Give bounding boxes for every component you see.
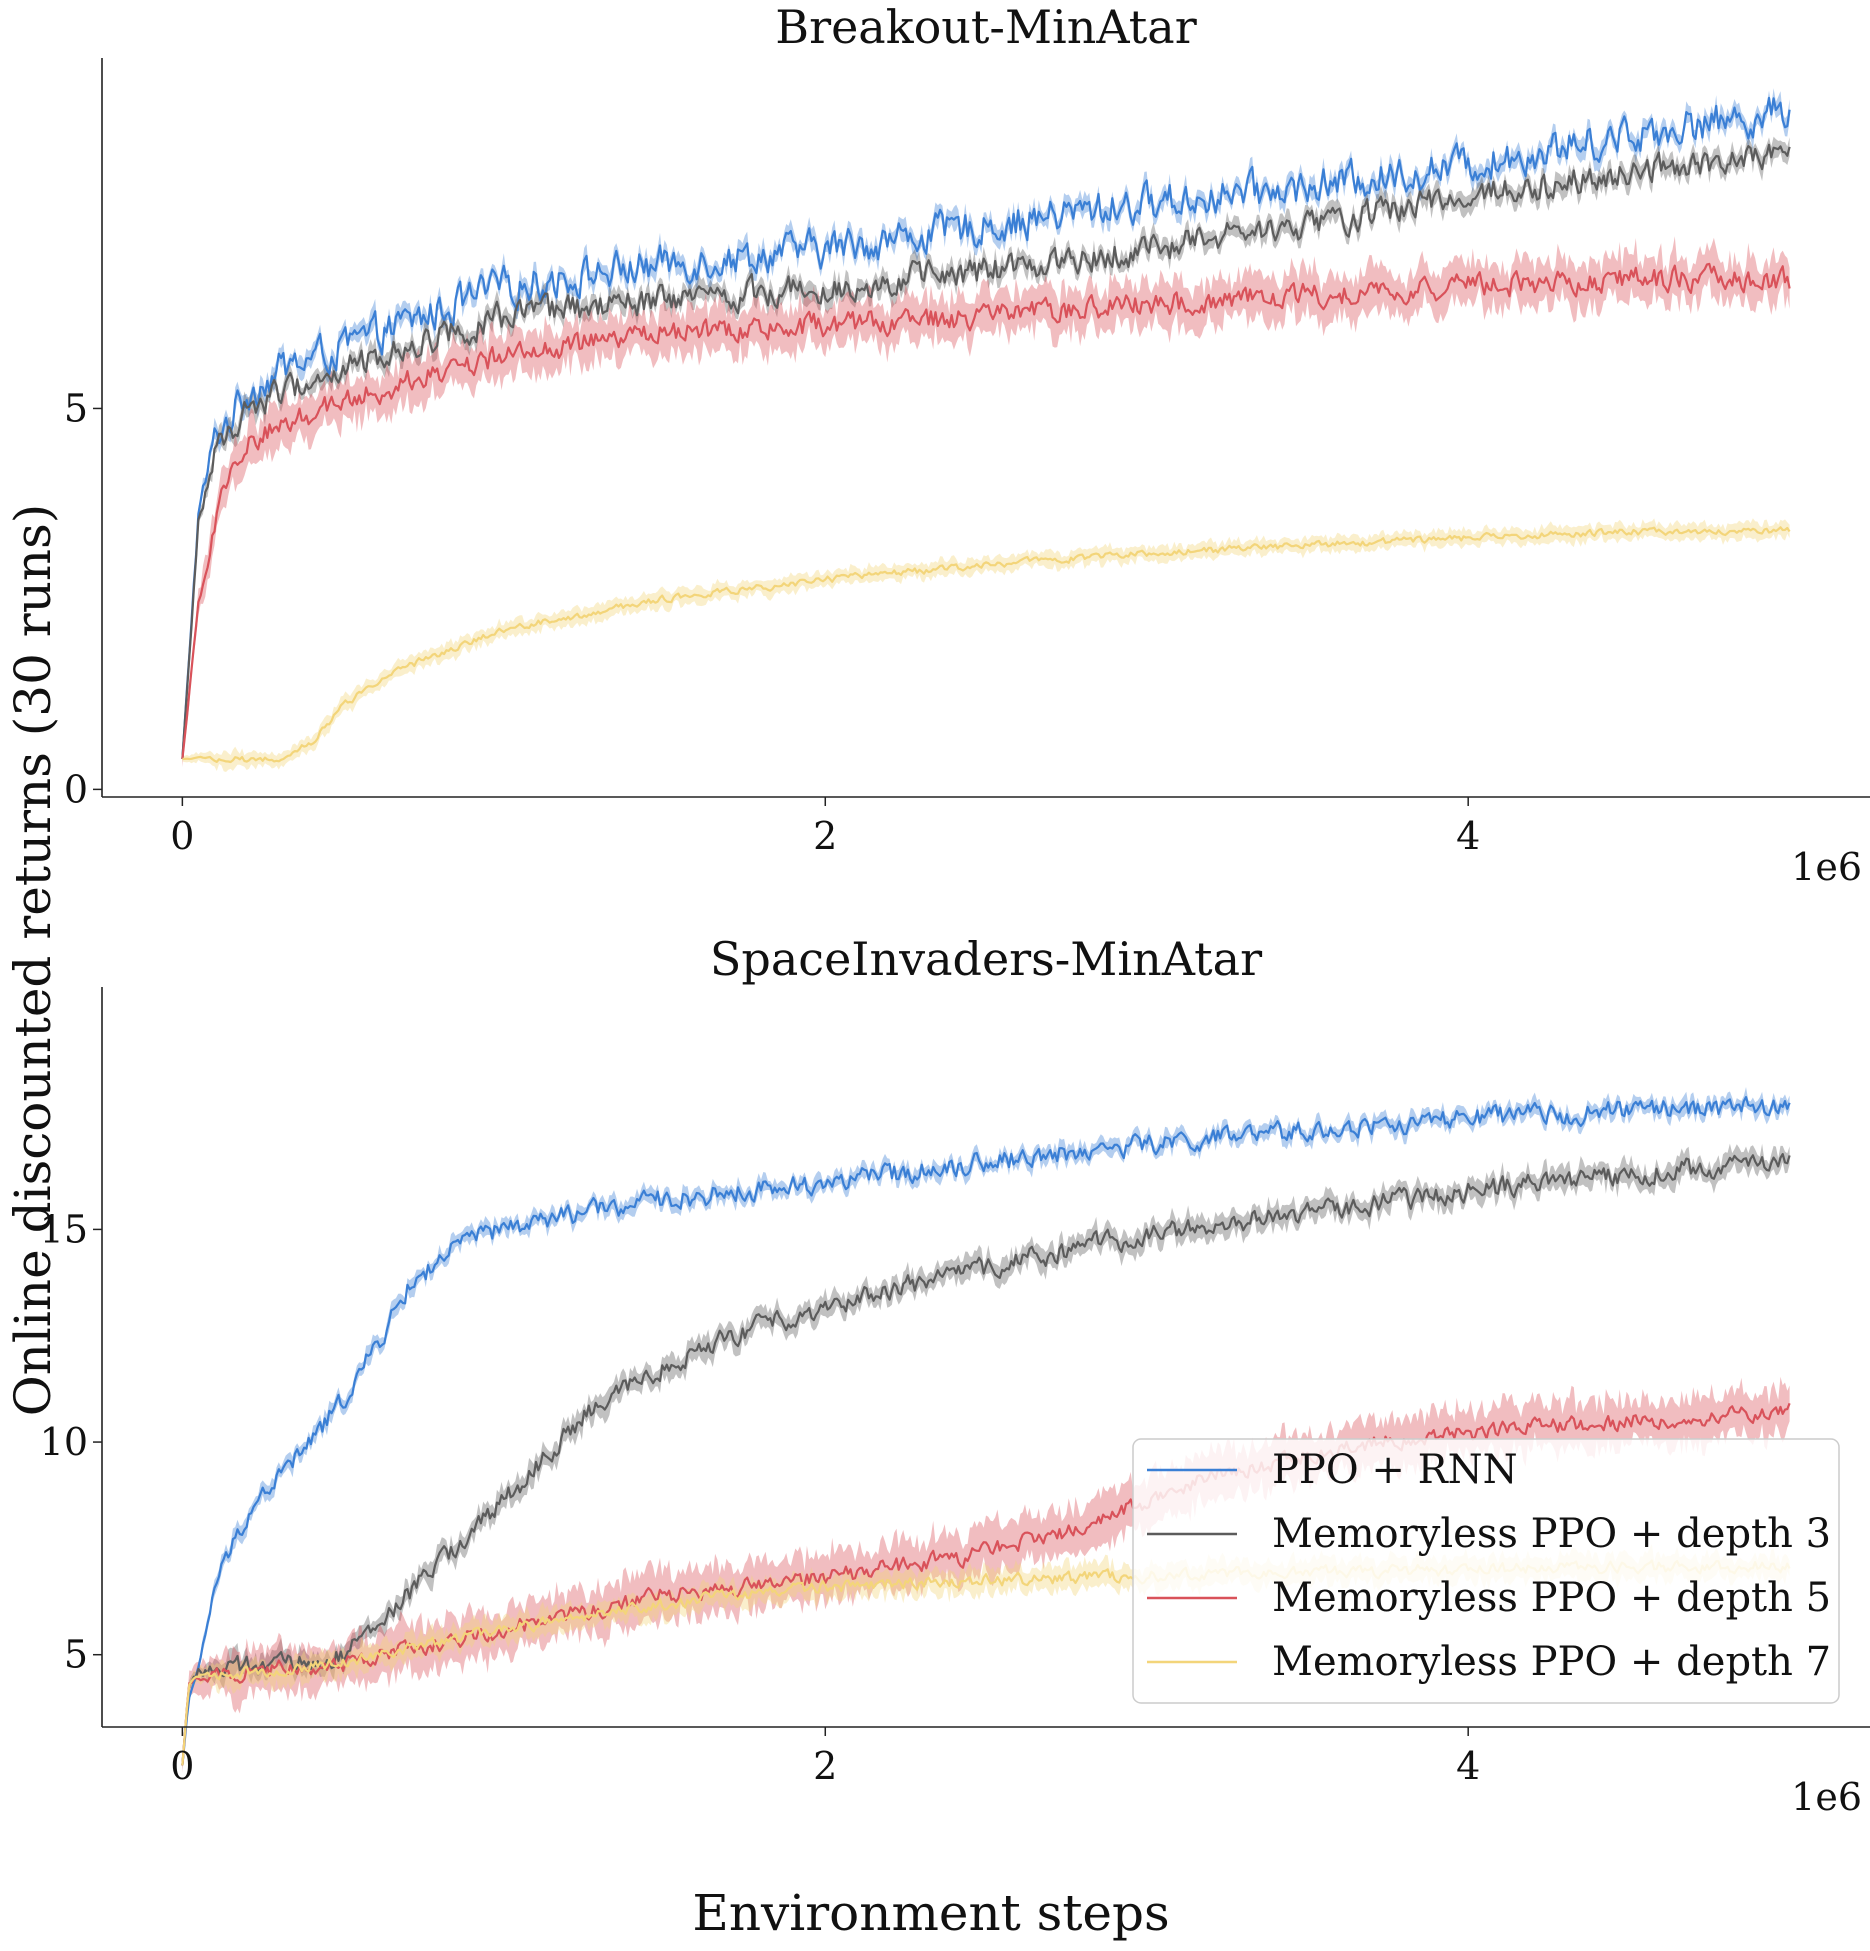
spaceinvaders-y-tick-label: 15 [40,1207,88,1251]
spaceinvaders-y-tick-label: 5 [64,1633,88,1677]
spaceinvaders-panel: SpaceInvaders-MinAtar 0 2 4 5 10 15 1e6 PPO +… [40,932,1870,1819]
legend-label-memoryless-ppo-depth-3: Memoryless PPO + depth 3 [1272,1511,1831,1557]
spaceinvaders-x-tick-label: 4 [1456,1744,1480,1788]
breakout-x-tick-label: 4 [1456,814,1480,858]
breakout-bands [182,88,1790,772]
breakout-line-memoryless-ppo-depth-7 [182,526,1791,764]
breakout-panel: Breakout-MinAtar 0 2 4 0 5 1e6 [64,0,1870,889]
legend-label-memoryless-ppo-depth-7: Memoryless PPO + depth 7 [1272,1639,1831,1685]
breakout-x-offset-label: 1e6 [1791,845,1862,889]
spaceinvaders-title: SpaceInvaders-MinAtar [710,932,1262,986]
y-axis-label: Online discounted returns (30 runs) [4,504,62,1417]
breakout-x-tick-label: 2 [813,814,837,858]
legend-box [1132,1438,1840,1704]
legend-label-memoryless-ppo-depth-5: Memoryless PPO + depth 5 [1272,1575,1831,1621]
legend: PPO + RNN Memoryless PPO + depth 3 Memoryl… [1132,1438,1840,1704]
spaceinvaders-line-memoryless-ppo-depth-3 [181,1153,1791,1766]
legend-label-ppo-rnn: PPO + RNN [1272,1447,1518,1493]
spaceinvaders-band-memoryless-ppo-depth-5 [182,1376,1790,1773]
spaceinvaders-x-tick-label: 0 [170,1744,194,1788]
breakout-x-tick-label: 0 [170,814,194,858]
breakout-band-memoryless-ppo-depth-7 [182,518,1790,772]
spaceinvaders-ticks: 0 2 4 5 10 15 [40,1207,1481,1788]
breakout-band-ppo-rnn [182,88,1790,761]
breakout-lines [181,96,1791,764]
breakout-line-memoryless-ppo-depth-3 [181,143,1791,759]
breakout-band-memoryless-ppo-depth-5 [182,236,1790,767]
breakout-line-memoryless-ppo-depth-5 [181,262,1791,760]
breakout-y-tick-label: 5 [64,386,88,430]
breakout-ticks: 0 2 4 0 5 [64,386,1480,858]
breakout-line-ppo-rnn [181,96,1791,759]
spaceinvaders-line-ppo-rnn [181,1096,1791,1766]
spaceinvaders-line-memoryless-ppo-depth-5 [181,1402,1791,1766]
x-axis-label: Environment steps [692,1884,1169,1942]
breakout-y-tick-label: 0 [64,767,88,811]
spaceinvaders-y-tick-label: 10 [40,1420,88,1464]
spaceinvaders-x-offset-label: 1e6 [1791,1775,1862,1819]
spaceinvaders-x-tick-label: 2 [813,1744,837,1788]
breakout-title: Breakout-MinAtar [775,0,1196,54]
